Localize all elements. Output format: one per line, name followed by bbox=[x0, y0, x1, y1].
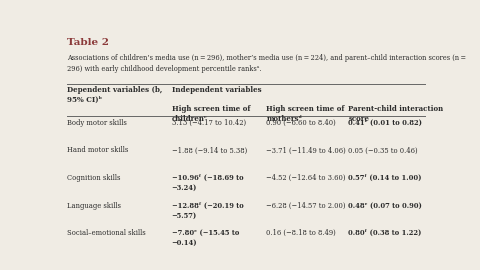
Text: 0.41ᵉ (0.01 to 0.82): 0.41ᵉ (0.01 to 0.82) bbox=[348, 119, 422, 127]
Text: Social–emotional skills: Social–emotional skills bbox=[67, 229, 146, 237]
Text: 3.13 (−4.17 to 10.42): 3.13 (−4.17 to 10.42) bbox=[172, 119, 246, 127]
Text: Associations of children’s media use (n = 296), mother’s media use (n = 224), an: Associations of children’s media use (n … bbox=[67, 54, 467, 73]
Text: −12.88ᶠ (−20.19 to
−5.57): −12.88ᶠ (−20.19 to −5.57) bbox=[172, 202, 243, 220]
Text: 0.48ᵉ (0.07 to 0.90): 0.48ᵉ (0.07 to 0.90) bbox=[348, 202, 422, 210]
Text: −3.71 (−11.49 to 4.06): −3.71 (−11.49 to 4.06) bbox=[266, 146, 346, 154]
Text: Parent-child interaction
score: Parent-child interaction score bbox=[348, 105, 444, 123]
Text: −6.28 (−14.57 to 2.00): −6.28 (−14.57 to 2.00) bbox=[266, 202, 346, 210]
Text: 0.90 (−6.60 to 8.40): 0.90 (−6.60 to 8.40) bbox=[266, 119, 336, 127]
Text: Body motor skills: Body motor skills bbox=[67, 119, 127, 127]
Text: 0.05 (−0.35 to 0.46): 0.05 (−0.35 to 0.46) bbox=[348, 146, 418, 154]
Text: Language skills: Language skills bbox=[67, 202, 121, 210]
Text: 0.57ᶠ (0.14 to 1.00): 0.57ᶠ (0.14 to 1.00) bbox=[348, 174, 422, 182]
Text: −7.80ᵉ (−15.45 to
−0.14): −7.80ᵉ (−15.45 to −0.14) bbox=[172, 229, 239, 247]
Text: −4.52 (−12.64 to 3.60): −4.52 (−12.64 to 3.60) bbox=[266, 174, 346, 182]
Text: High screen time of
mothersᵈ: High screen time of mothersᵈ bbox=[266, 105, 345, 123]
Text: Dependent variables (b,
95% CI)ᵇ: Dependent variables (b, 95% CI)ᵇ bbox=[67, 86, 163, 104]
Text: −1.88 (−9.14 to 5.38): −1.88 (−9.14 to 5.38) bbox=[172, 146, 247, 154]
Text: Cognition skills: Cognition skills bbox=[67, 174, 121, 182]
Text: 0.16 (−8.18 to 8.49): 0.16 (−8.18 to 8.49) bbox=[266, 229, 336, 237]
Text: Hand motor skills: Hand motor skills bbox=[67, 146, 129, 154]
Text: High screen time of
childrenᶜ: High screen time of childrenᶜ bbox=[172, 105, 250, 123]
Text: Independent variables: Independent variables bbox=[172, 86, 261, 94]
Text: 0.80ᶠ (0.38 to 1.22): 0.80ᶠ (0.38 to 1.22) bbox=[348, 229, 421, 237]
Text: −10.96ᶠ (−18.69 to
−3.24): −10.96ᶠ (−18.69 to −3.24) bbox=[172, 174, 243, 192]
Text: Table 2: Table 2 bbox=[67, 38, 109, 47]
